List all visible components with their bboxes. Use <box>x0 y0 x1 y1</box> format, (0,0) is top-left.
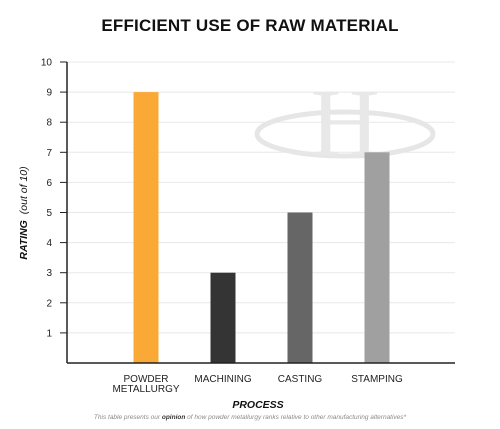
y-tick-labels: 1 2 3 4 5 6 7 8 9 10 <box>41 58 53 340</box>
y-tick-label: 8 <box>46 118 52 129</box>
bar-3 <box>287 212 313 363</box>
chart-title: EFFICIENT USE OF RAW MATERIAL <box>101 16 399 35</box>
y-tick-label: 7 <box>46 148 52 159</box>
x-category-label: STAMPING <box>351 374 403 385</box>
bar-2 <box>210 272 236 363</box>
bar-1 <box>133 92 159 363</box>
axes <box>60 61 455 364</box>
y-tick-label: 4 <box>46 238 52 249</box>
bars <box>133 92 390 363</box>
x-category-label: CASTING <box>278 374 323 385</box>
gridlines <box>67 61 455 334</box>
y-tick-label: 2 <box>46 298 52 309</box>
y-tick-label: 5 <box>46 208 52 219</box>
y-axis-title: RATING (out of 10) <box>18 166 30 259</box>
bar-4 <box>364 152 390 363</box>
y-tick-label: 10 <box>41 58 53 69</box>
y-tick-label: 3 <box>46 268 52 279</box>
x-category-label: MACHINING <box>194 374 251 385</box>
x-axis-title: PROCESS <box>232 399 283 411</box>
x-category-label: POWDER METALLURGY <box>112 374 179 395</box>
y-tick-label: 6 <box>46 178 52 189</box>
y-tick-label: 1 <box>46 328 52 339</box>
y-tick-label: 9 <box>46 88 52 99</box>
footnote: This table presents our opinion of how p… <box>93 414 407 421</box>
x-category-labels: POWDER METALLURGY MACHINING CASTING STAMPING <box>112 374 402 395</box>
